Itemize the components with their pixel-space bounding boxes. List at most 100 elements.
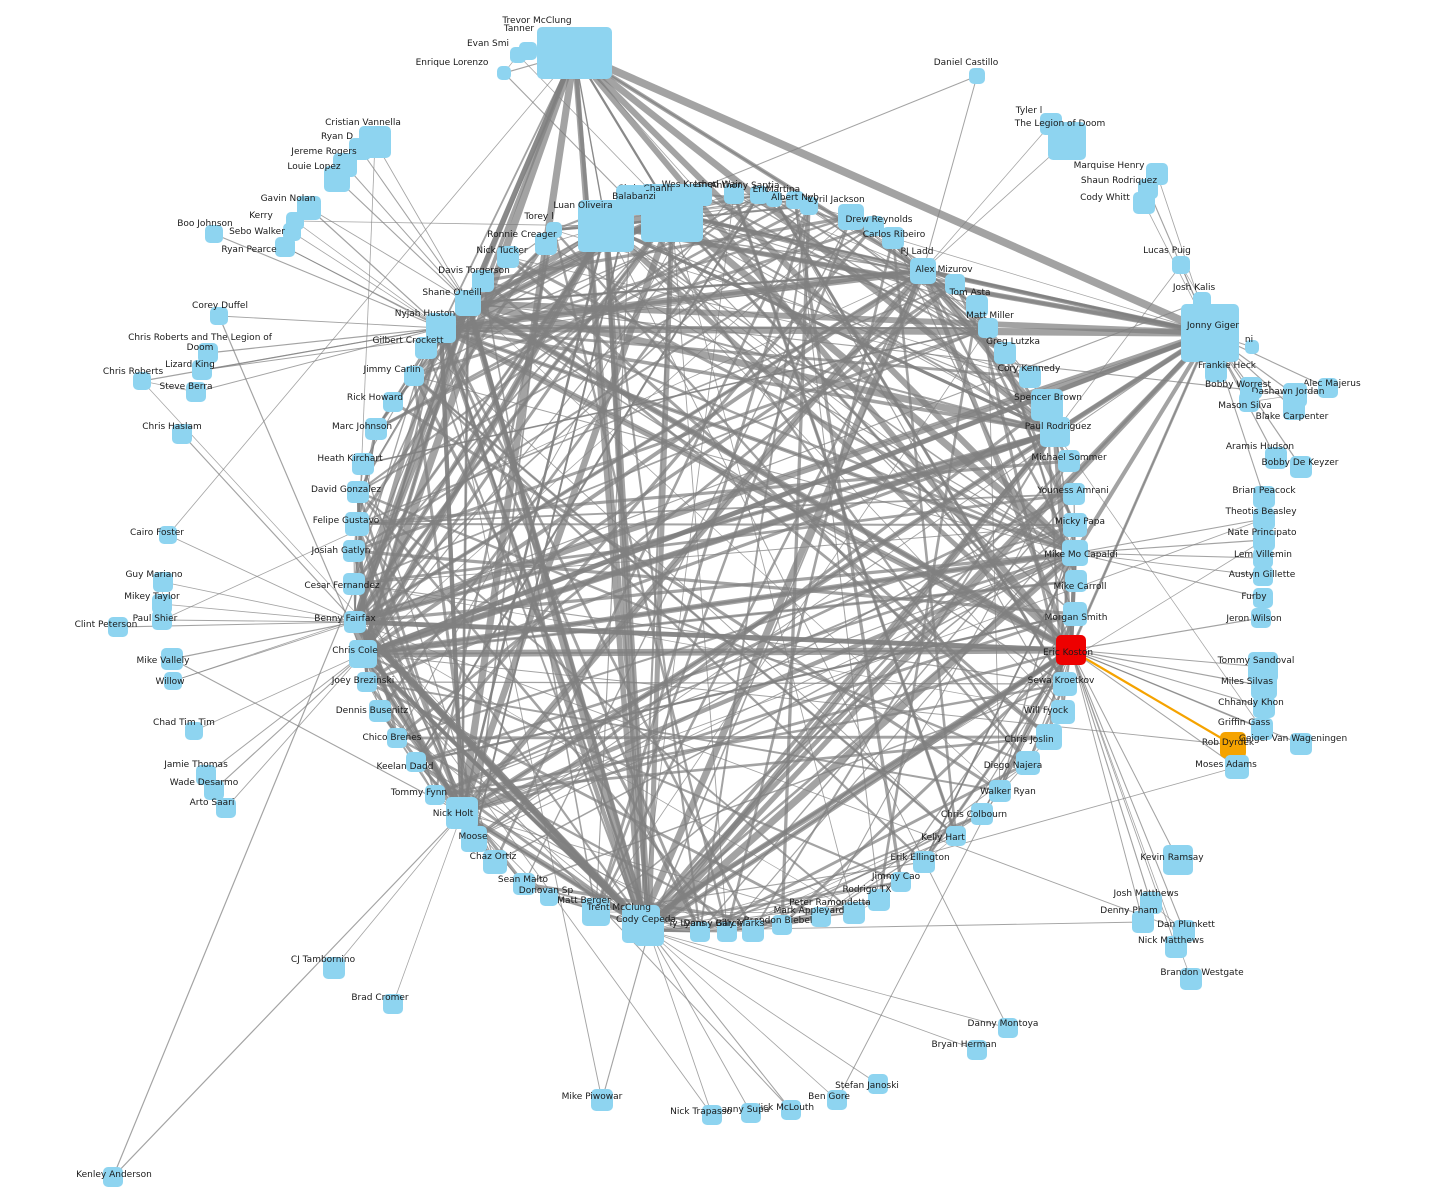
graph-node-legion-of-doom[interactable]	[1048, 122, 1086, 160]
graph-node-nick-holt[interactable]	[446, 797, 478, 829]
graph-node-davis-torgerson[interactable]	[472, 270, 494, 292]
graph-node-chris-haslam[interactable]	[172, 424, 192, 444]
graph-node-chaz-ortiz[interactable]	[483, 850, 507, 874]
graph-node-marc-johnson[interactable]	[365, 418, 387, 440]
graph-node-chhandy-khon[interactable]	[1253, 696, 1275, 718]
graph-node-mike-piwowar[interactable]	[591, 1089, 613, 1111]
graph-node-youness-amrani[interactable]	[1063, 483, 1085, 505]
graph-node-stefan-janoski[interactable]	[868, 1074, 888, 1094]
graph-node-tom-asta[interactable]	[966, 295, 988, 317]
graph-node-aramis-hudson[interactable]	[1265, 447, 1287, 469]
graph-node-rick-howard[interactable]	[383, 392, 403, 412]
graph-node-will-fyock[interactable]	[1051, 700, 1075, 724]
graph-node-walker-ryan[interactable]	[989, 780, 1011, 802]
graph-node-danny-supa[interactable]	[741, 1103, 761, 1123]
graph-node-drew-reynolds[interactable]	[864, 216, 884, 236]
graph-node-matt-berger[interactable]	[582, 898, 610, 926]
graph-node-billy-marks[interactable]	[742, 920, 764, 942]
graph-node-corey-duffel[interactable]	[210, 307, 228, 325]
graph-node-rodrigo-tx[interactable]	[868, 889, 890, 911]
graph-node-willow[interactable]	[164, 672, 182, 690]
graph-node-greg-lutzka[interactable]	[994, 342, 1016, 364]
graph-node-brian-peacock[interactable]	[1253, 486, 1275, 508]
graph-node-joey-brezinski[interactable]	[357, 672, 377, 692]
graph-node-micky-papa[interactable]	[1063, 513, 1087, 537]
graph-node-moose[interactable]	[461, 826, 487, 852]
graph-node-trevor-mcclung[interactable]	[537, 27, 612, 79]
graph-node-martina[interactable]	[786, 191, 804, 209]
graph-node-wes-kremer[interactable]	[690, 184, 712, 206]
graph-node-sebo-walker[interactable]	[283, 223, 301, 241]
graph-node-felipe-gustavo[interactable]	[345, 512, 369, 536]
graph-node-jonny-giger[interactable]	[1181, 304, 1239, 362]
graph-node-bryan-herman[interactable]	[967, 1040, 987, 1060]
graph-node-ty-lyons[interactable]	[690, 922, 710, 942]
graph-node-arto-saari[interactable]	[216, 798, 236, 818]
graph-node-diego-najera[interactable]	[1016, 751, 1040, 775]
graph-node-gilbert-crockett[interactable]	[415, 337, 437, 359]
graph-node-rob-dyrdek[interactable]	[1220, 732, 1246, 758]
graph-node-chris-roberts[interactable]	[133, 372, 151, 390]
graph-node-theotis-beasley[interactable]	[1253, 508, 1275, 530]
graph-node-shane-oneill[interactable]	[455, 290, 481, 316]
graph-node-eric-m[interactable]	[766, 191, 782, 207]
graph-node-josh-matthews[interactable]	[1140, 892, 1162, 914]
graph-node-eric-koston[interactable]	[1056, 635, 1086, 665]
graph-node-donovan-sp[interactable]	[540, 888, 558, 906]
graph-node-moses-adams[interactable]	[1225, 755, 1249, 779]
graph-node-mike-mo-capaldi[interactable]	[1062, 540, 1088, 566]
graph-node-benny-fairfax[interactable]	[344, 611, 366, 633]
graph-node-miles-silvas[interactable]	[1251, 673, 1277, 699]
graph-node-tommy-fynn[interactable]	[425, 785, 445, 805]
graph-node-chris-roberts-legion[interactable]	[198, 343, 218, 363]
graph-node-tiger-van-wageningen[interactable]	[1290, 733, 1312, 755]
graph-node-louie-lopez[interactable]	[324, 166, 350, 192]
graph-node-nate-principato[interactable]	[1253, 529, 1275, 551]
graph-node-kelly-hart[interactable]	[946, 826, 966, 846]
graph-node-lem-villemin[interactable]	[1253, 548, 1273, 568]
graph-node-cyril-jackson[interactable]	[838, 204, 864, 230]
graph-node-chris-colbourn[interactable]	[971, 803, 993, 825]
graph-node-ishod-wair[interactable]	[724, 184, 744, 204]
graph-node-danny-garcia[interactable]	[717, 922, 737, 942]
graph-node-austyn-gillette[interactable]	[1253, 566, 1273, 586]
graph-node-jeron-wilson[interactable]	[1251, 608, 1271, 628]
graph-node-mikey-taylor[interactable]	[152, 594, 172, 614]
graph-node-ben-gore[interactable]	[827, 1090, 847, 1110]
graph-node-guy-mariano[interactable]	[153, 572, 173, 592]
graph-node-nick-trapasso[interactable]	[702, 1105, 722, 1125]
graph-node-enrique-lorenzo[interactable]	[497, 66, 511, 80]
graph-node-erik-ellington[interactable]	[913, 851, 935, 873]
graph-node-brandon-biebel[interactable]	[772, 915, 792, 935]
graph-node-clint-peterson[interactable]	[108, 617, 128, 637]
graph-node-spencer-brown[interactable]	[1031, 389, 1063, 421]
graph-node-sewa-kroetkov[interactable]	[1053, 672, 1077, 696]
graph-node-nick-matthews[interactable]	[1165, 936, 1187, 958]
graph-node-ryan-pearce[interactable]	[275, 237, 295, 257]
graph-node-daniel-castillo[interactable]	[969, 68, 985, 84]
graph-node-pj-ladd[interactable]	[910, 258, 936, 284]
graph-node-nyjah-huston-2[interactable]	[616, 185, 646, 215]
graph-node-anthony-saplia[interactable]	[750, 186, 768, 204]
graph-node-cory-kennedy[interactable]	[1019, 366, 1041, 388]
graph-node-heath-kirchart[interactable]	[352, 453, 374, 475]
graph-node-david-gonzalez[interactable]	[347, 481, 369, 503]
graph-node-cesar-fernandez[interactable]	[343, 573, 365, 595]
graph-node-frankie-heck[interactable]	[1205, 360, 1227, 382]
graph-node-cody-whitt[interactable]	[1133, 192, 1155, 214]
graph-node-mike-valleiy[interactable]	[161, 648, 183, 670]
graph-node-cody-cepeda[interactable]	[634, 916, 664, 946]
graph-node-denny-pham[interactable]	[1132, 911, 1154, 933]
graph-node-wade-desarmo[interactable]	[204, 780, 224, 800]
graph-node-dennis-busenitz[interactable]	[369, 700, 391, 722]
graph-node-amrani-2[interactable]	[1245, 340, 1259, 354]
graph-node-mason-silva[interactable]	[1239, 392, 1259, 412]
graph-node-kenley-anderson[interactable]	[103, 1167, 123, 1187]
graph-node-boo-johnson[interactable]	[205, 225, 223, 243]
graph-node-evan-smi[interactable]	[510, 47, 526, 63]
graph-node-chris-joslin[interactable]	[1036, 724, 1062, 750]
graph-node-josiah-gatlyn[interactable]	[343, 540, 365, 562]
graph-node-brad-cromer[interactable]	[383, 994, 403, 1014]
graph-node-paul-rodriguez[interactable]	[1040, 417, 1070, 447]
graph-node-chris-cole[interactable]	[349, 640, 377, 668]
